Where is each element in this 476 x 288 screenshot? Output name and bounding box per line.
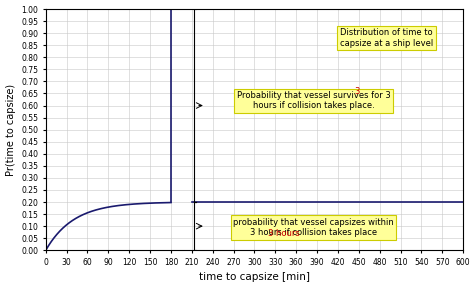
Y-axis label: Pr(time to capsize): Pr(time to capsize) [6, 84, 16, 176]
Text: 3 hours: 3 hours [268, 229, 299, 238]
Text: Probability that vessel survives for 3
hours if collision takes place.: Probability that vessel survives for 3 h… [237, 91, 390, 110]
X-axis label: time to capsize [min]: time to capsize [min] [199, 272, 310, 283]
Text: probability that vessel capsizes within
3 hours if collision takes place: probability that vessel capsizes within … [233, 218, 394, 237]
Text: 3: 3 [354, 87, 359, 96]
Text: Distribution of time to
capsize at a ship level: Distribution of time to capsize at a shi… [340, 28, 433, 48]
